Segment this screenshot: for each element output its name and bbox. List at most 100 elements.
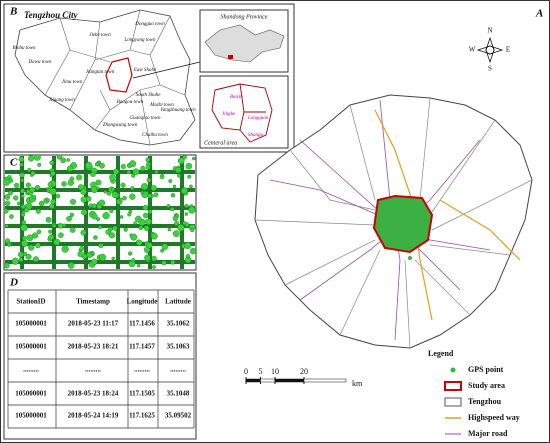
gps-dot — [153, 192, 159, 198]
gps-dot — [111, 256, 115, 261]
legend-label: Major road — [468, 429, 508, 438]
gps-dot — [192, 156, 196, 161]
gps-dot — [129, 160, 137, 168]
gps-dot — [98, 253, 107, 262]
gps-road — [116, 156, 120, 269]
gps-dot — [52, 223, 57, 228]
gps-dot — [102, 212, 110, 220]
table-cell: 35.1063 — [167, 343, 190, 351]
gps-dot — [11, 257, 20, 265]
gps-dot — [177, 157, 185, 165]
gps-dot — [130, 233, 138, 241]
gps-dot — [119, 215, 124, 219]
gps-dot — [109, 209, 114, 214]
gps-dot — [99, 162, 105, 169]
gps-dot — [146, 242, 153, 249]
gps-dot — [35, 208, 41, 214]
legend-label: Highspeed way — [468, 413, 520, 422]
gps-dot — [19, 172, 25, 178]
gps-dot — [105, 229, 111, 235]
gps-dot — [60, 157, 67, 164]
town-label: Dawu town — [28, 60, 52, 65]
gps-dot — [143, 212, 149, 219]
gps-dot — [21, 210, 26, 214]
gps-dot — [20, 194, 25, 198]
gps-dot — [21, 239, 29, 247]
gps-dot — [34, 184, 41, 191]
gps-dot — [184, 204, 189, 209]
town-label: South Shahe — [136, 93, 162, 98]
table-cell: ......... — [170, 366, 186, 374]
gps-dot — [27, 168, 32, 173]
gps-dot — [20, 224, 28, 232]
gps-dot — [168, 179, 173, 183]
scale-label: 0 — [244, 367, 248, 376]
gps-dot — [128, 251, 133, 256]
gps-dot — [126, 169, 131, 175]
table-cell: 105000001 — [15, 320, 47, 328]
inset-title: Centeral area — [204, 140, 237, 146]
scale-segment — [245, 378, 261, 383]
gps-dot — [80, 188, 87, 195]
gps-dot — [8, 190, 13, 196]
panel-label: A — [535, 8, 543, 20]
table-cell: 35.1062 — [167, 320, 190, 328]
gps-dot — [98, 199, 106, 207]
town-label: Chaihu town — [142, 133, 168, 138]
gps-dot — [93, 235, 98, 240]
gps-dot — [170, 207, 175, 212]
gps-dot — [127, 212, 132, 217]
town-label: Dongguo town — [134, 22, 165, 27]
compass-label: W — [469, 46, 476, 54]
gps-dot — [56, 154, 62, 160]
compass-label: E — [506, 46, 510, 54]
gps-dot — [140, 165, 146, 172]
compass-label: S — [488, 65, 492, 73]
scale-label: 20 — [300, 367, 308, 376]
gps-dot — [123, 227, 128, 232]
gps-dot — [4, 223, 9, 228]
gps-dot — [141, 183, 149, 191]
gps-dot — [174, 221, 180, 226]
gps-dot — [4, 194, 11, 200]
gps-dot — [161, 260, 167, 266]
gps-dot — [177, 173, 182, 178]
town-label: East Shahe — [133, 68, 157, 73]
town-borders — [254, 97, 533, 349]
gps-dot — [130, 186, 135, 191]
gps-dot — [67, 262, 75, 269]
table-cell: 35.09502 — [165, 412, 192, 420]
gps-dot — [79, 245, 85, 251]
gps-dot — [58, 232, 64, 238]
town-label: Yangzhuang town — [160, 108, 196, 113]
panel-label: B — [9, 6, 17, 18]
gps-dot — [112, 168, 120, 175]
gps-dot — [80, 229, 87, 236]
gps-dot — [28, 244, 35, 251]
gps-dot — [111, 191, 119, 199]
gps-dot — [20, 178, 25, 183]
gps-dot — [184, 242, 192, 250]
gps-dot — [160, 248, 165, 253]
pointer-arrow — [132, 61, 201, 79]
gps-dot — [146, 177, 152, 183]
gps-dot — [3, 208, 9, 214]
gps-dot — [91, 213, 98, 220]
table-cell: 117.1625 — [129, 412, 155, 420]
table-cell: 2018-05-23 18:24 — [68, 390, 119, 398]
gps-dot — [69, 227, 76, 233]
gps-dot — [144, 254, 151, 261]
gps-dot — [61, 245, 69, 253]
gps-dot — [94, 162, 99, 167]
gps-dot — [177, 224, 185, 232]
gps-dot — [187, 174, 192, 179]
table-header: Longitude — [127, 298, 158, 306]
panel-label: C — [10, 157, 18, 169]
panel-b-frame — [3, 3, 295, 153]
central-districts — [211, 83, 273, 143]
inset-title: Shandong Province — [221, 14, 268, 20]
gps-dot — [3, 262, 10, 269]
legend-swatch — [444, 381, 462, 391]
gps-dot — [190, 228, 195, 233]
gps-dot — [69, 176, 75, 182]
